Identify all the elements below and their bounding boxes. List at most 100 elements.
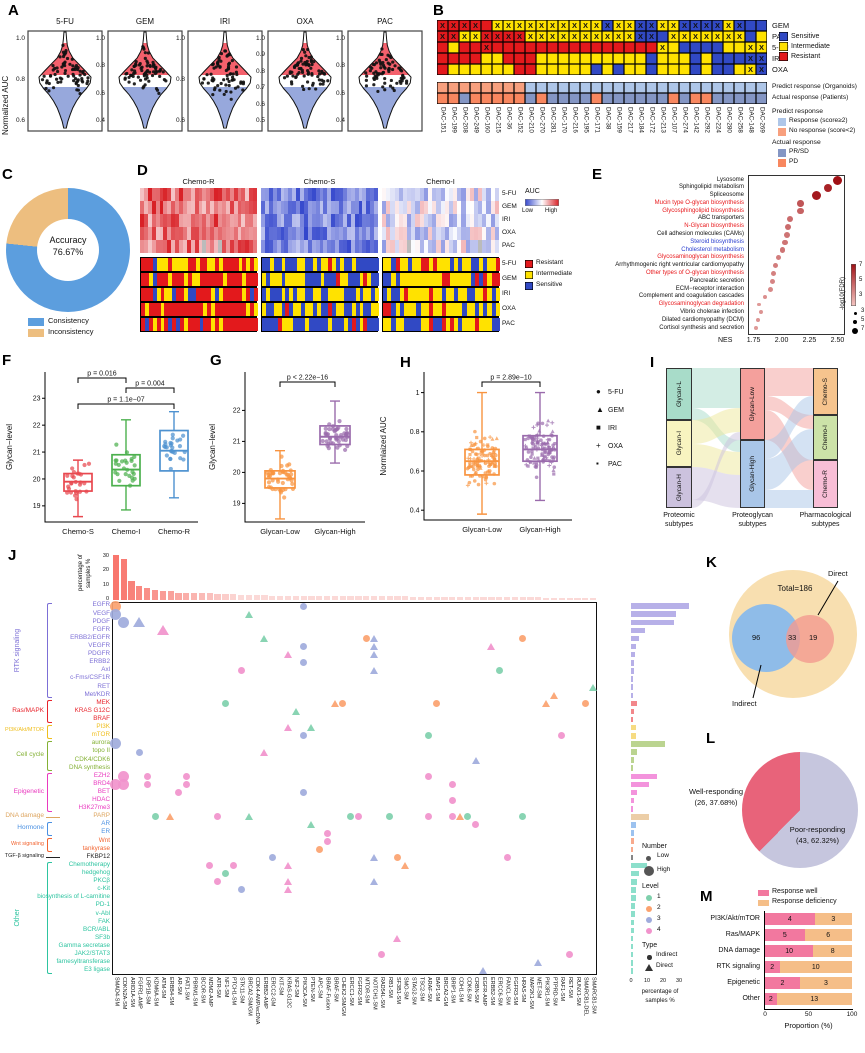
data-point [492,456,496,460]
data-point [76,79,80,83]
auc-cell [288,240,293,253]
cat-cell [222,318,228,332]
data-point [529,455,533,459]
y-tick-label: 0.6 [15,117,25,124]
auc-cell [453,214,458,227]
data-point [140,65,144,69]
data-point [485,453,490,458]
data-point [234,65,239,69]
cat-cell [269,288,275,302]
data-point [66,484,71,489]
legend-label: Sensitive [791,33,820,40]
matrix-column-label: ARAF-SM [426,977,433,1002]
data-point [60,65,64,69]
top-axis-label: percentage of [78,554,84,592]
auc-cell [292,227,297,240]
cat-cell [304,258,310,272]
data-point [148,70,152,74]
legend-label: 1 [657,893,661,900]
data-point [227,83,231,88]
y-tick-label: 21 [33,449,41,456]
cat-row [140,257,259,272]
auc-cell [398,188,404,201]
data-point [86,76,90,80]
cat-cell [399,288,405,302]
heatmap-cell: X [437,20,448,31]
data-point [226,53,230,58]
flow-ribbon [692,408,740,444]
auc-cell [331,201,336,214]
cat-cell [416,273,421,287]
flow-ribbon [765,396,813,459]
auc-cell [366,201,371,214]
matrix-point [347,813,355,821]
data-point [140,68,144,73]
pathway-dot [756,318,761,323]
data-point [483,461,488,466]
top-bar [519,597,526,600]
cat-cell [340,318,345,332]
auc-cell [386,214,391,227]
heatmap-cell [734,42,745,53]
cat-cell [355,258,360,272]
auc-cell [478,201,483,214]
data-point [164,445,169,450]
data-point [47,81,51,86]
auc-cell [179,240,184,253]
heatmap-cell [470,53,481,64]
predict-cell [492,82,503,93]
matrix-column-label: NOTCH1-SM [371,977,378,1010]
cat-cell [164,318,169,332]
cat-row [261,302,380,317]
auc-cell [494,240,500,253]
data-point [282,495,287,500]
right-bar [631,643,636,650]
data-point [76,88,80,92]
cat-cell [301,288,306,302]
data-point [146,61,150,65]
actual-cell [558,93,569,104]
predict-cell [525,82,536,93]
heatmap-cell: X [569,31,580,42]
sample-label: DAC-216 [571,107,579,133]
cat-row [140,302,259,317]
heatmap-cell: X [657,42,668,53]
cat-cell [428,303,434,317]
matrix-row-label: ERBB2 [89,658,110,666]
cat-cell [412,303,417,317]
cat-cell [265,318,271,332]
data-point [372,83,376,87]
data-point [471,464,475,469]
row-label: GEM [502,275,517,282]
auc-cell [440,188,446,201]
matrix-column-label: BRAF-Fusion [324,977,331,1011]
auc-cell [394,227,400,240]
auc-cell [303,240,309,253]
auc-cell [214,214,219,227]
top-bar [284,595,292,600]
auc-cell [218,227,223,240]
heatmap-cell: X [536,20,547,31]
top-bar [378,596,385,600]
data-point [235,72,239,77]
auc-cell [159,227,164,240]
matrix-column-label: ERCC2-GM [269,977,276,1007]
legend-swatch [778,159,786,167]
cat-cell [454,288,459,302]
flow-ribbon [765,396,813,429]
data-point [552,465,557,469]
x-axis-line [764,1009,853,1010]
data-point [294,75,298,79]
data-point [478,451,483,456]
auc-cell [261,240,266,253]
p-value-label: p = 0.016 [87,371,116,378]
legend-swatch [758,890,769,896]
cat-cell [491,288,497,302]
violin-title: IRI [219,17,231,26]
predict-cell [756,82,767,93]
data-point [320,69,324,73]
cat-row [382,272,501,287]
cat-cell [408,303,413,317]
matrix-point [143,772,151,780]
right-bar [631,700,638,707]
